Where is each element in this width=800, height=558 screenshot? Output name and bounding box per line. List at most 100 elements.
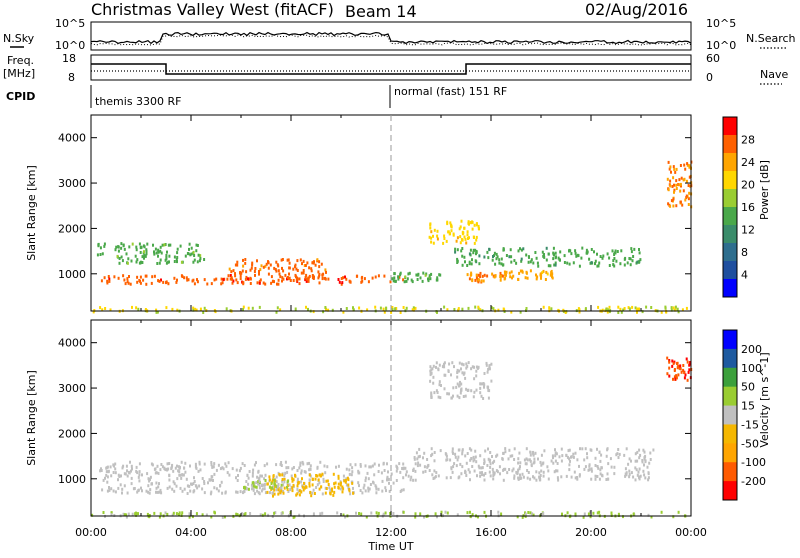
heatmap-cell xyxy=(382,462,385,466)
heatmap-cell xyxy=(451,450,454,454)
heatmap-cell xyxy=(175,512,178,516)
heatmap-cell xyxy=(236,490,239,494)
heatmap-cell xyxy=(620,310,623,314)
heatmap-cell xyxy=(477,278,480,282)
heatmap-cell xyxy=(483,462,486,465)
heatmap-cell xyxy=(347,483,350,487)
heatmap-cell xyxy=(464,454,467,458)
heatmap-cell xyxy=(496,255,499,259)
heatmap-cell xyxy=(628,475,631,479)
heatmap-cell xyxy=(263,477,266,481)
heatmap-cell xyxy=(422,470,425,474)
heatmap-cell xyxy=(678,178,681,182)
heatmap-cell xyxy=(586,456,589,460)
heatmap-cell xyxy=(646,465,649,469)
heatmap-cell xyxy=(506,471,509,475)
heatmap-cell xyxy=(563,254,566,258)
heatmap-cell xyxy=(576,477,579,481)
heatmap-cell xyxy=(626,261,629,265)
heatmap-cell xyxy=(176,251,179,255)
heatmap-cell xyxy=(277,492,280,496)
heatmap-cell xyxy=(275,310,278,314)
heatmap-cell xyxy=(100,469,103,472)
heatmap-cell xyxy=(616,452,619,456)
heatmap-cell xyxy=(175,258,178,261)
heatmap-cell xyxy=(686,162,689,166)
heatmap-cell xyxy=(130,469,132,473)
heatmap-cell xyxy=(121,491,123,495)
heatmap-cell xyxy=(458,383,461,387)
heatmap-cell xyxy=(302,488,305,492)
heatmap-cell xyxy=(456,375,459,379)
heatmap-cell xyxy=(239,277,242,281)
heatmap-cell xyxy=(287,479,290,483)
heatmap-cell xyxy=(407,474,410,478)
heatmap-cell xyxy=(430,240,433,244)
heatmap-cell xyxy=(281,266,283,270)
heatmap-cell xyxy=(298,277,301,281)
heatmap-cell xyxy=(483,458,486,462)
heatmap-cell xyxy=(277,278,280,282)
heatmap-cell xyxy=(470,271,473,275)
heatmap-cell xyxy=(667,188,670,192)
heatmap-cell xyxy=(219,484,222,487)
heatmap-cell xyxy=(488,247,491,251)
heatmap-cell xyxy=(427,279,430,283)
heatmap-cell xyxy=(675,179,678,183)
heatmap-cell xyxy=(549,273,552,277)
heatmap-cell xyxy=(535,478,538,482)
heatmap-cell xyxy=(168,462,171,465)
heatmap-cell xyxy=(173,260,176,263)
heatmap-cell xyxy=(456,261,459,264)
heatmap-cell xyxy=(243,486,246,490)
heatmap-cell xyxy=(351,470,354,474)
heatmap-cell xyxy=(550,307,553,311)
heatmap-cell xyxy=(438,273,441,277)
heatmap-cell xyxy=(477,365,480,369)
heatmap-cell xyxy=(673,369,676,372)
heatmap-cell xyxy=(320,262,323,266)
heatmap-cell xyxy=(479,382,482,386)
heatmap-cell xyxy=(282,491,285,495)
heatmap-cell xyxy=(456,513,459,517)
heatmap-cell xyxy=(110,487,113,491)
heatmap-cell xyxy=(555,469,557,473)
heatmap-cell xyxy=(554,448,556,452)
heatmap-cell xyxy=(165,280,168,284)
heatmap-cell xyxy=(290,474,293,478)
heatmap-cell xyxy=(259,278,262,282)
heatmap-cell xyxy=(173,482,176,486)
heatmap-cell xyxy=(648,461,651,465)
heatmap-cell xyxy=(561,512,563,516)
heatmap-cell xyxy=(105,470,108,474)
heatmap-cell xyxy=(183,466,186,470)
heatmap-cell xyxy=(335,465,337,469)
heatmap-cell xyxy=(529,459,532,463)
heatmap-cell xyxy=(242,308,244,311)
heatmap-cell xyxy=(456,382,459,386)
heatmap-cell xyxy=(201,513,204,517)
heatmap-cell xyxy=(161,465,164,469)
heatmap-cell xyxy=(236,263,239,267)
heatmap-cell xyxy=(362,486,365,490)
heatmap-cell xyxy=(166,486,169,490)
heatmap-cell xyxy=(285,466,288,470)
heatmap-cell xyxy=(257,480,260,483)
heatmap-cell xyxy=(475,235,478,239)
heatmap-cell xyxy=(521,515,524,519)
heatmap-cell xyxy=(202,311,205,314)
heatmap-cell xyxy=(499,472,501,476)
heatmap-cell xyxy=(680,184,682,188)
heatmap-cell xyxy=(278,272,281,276)
heatmap-cell xyxy=(495,469,498,473)
heatmap-cell xyxy=(340,481,342,485)
heatmap-cell xyxy=(456,370,459,374)
heatmap-cell xyxy=(481,466,484,470)
heatmap-cell xyxy=(126,261,129,265)
x-tick-label: 00:00 xyxy=(675,526,707,539)
heatmap-cell xyxy=(641,310,644,314)
heatmap-cell xyxy=(574,249,577,253)
heatmap-cell xyxy=(526,458,529,462)
heatmap-cell xyxy=(440,510,443,514)
heatmap-cell xyxy=(395,469,398,473)
